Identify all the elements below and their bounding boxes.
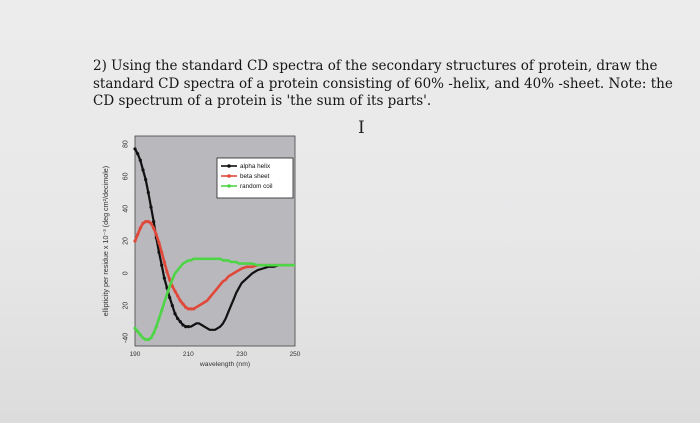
- legend-marker: [227, 164, 231, 168]
- y-axis-label: ellipticity per residue x 10⁻³ (deg cm²/…: [101, 166, 110, 316]
- series-line: [134, 148, 295, 331]
- x-tick-label: 210: [183, 351, 194, 358]
- data-point: [141, 336, 145, 340]
- data-point: [192, 307, 196, 311]
- data-point: [138, 226, 142, 230]
- data-point: [160, 263, 164, 267]
- y-tick-label: -40: [123, 333, 130, 343]
- data-point: [165, 270, 169, 274]
- data-point: [176, 316, 180, 321]
- data-point: [162, 276, 166, 280]
- data-point: [152, 220, 156, 224]
- data-point: [138, 333, 142, 337]
- data-point: [149, 221, 153, 225]
- data-point: [186, 307, 190, 311]
- text-cursor-icon: I: [358, 118, 365, 138]
- y-tick-label: 40: [123, 205, 130, 213]
- legend-entry: random coil: [240, 183, 273, 190]
- y-tick-label: 60: [123, 172, 130, 180]
- data-point: [178, 299, 182, 303]
- series-line: [133, 220, 295, 311]
- series-line: [133, 257, 295, 341]
- data-point: [168, 295, 172, 300]
- legend: alpha helix beta sheet random coil: [216, 157, 294, 199]
- data-point: [173, 312, 177, 316]
- data-point: [133, 326, 137, 330]
- data-point: [149, 336, 153, 340]
- data-point: [141, 221, 145, 225]
- legend-entry: beta sheet: [240, 173, 270, 180]
- x-tick-label: 230: [236, 351, 247, 358]
- data-point: [146, 220, 150, 224]
- x-ticks: 190 210 230 250: [130, 351, 301, 358]
- legend-entry: alpha helix: [240, 163, 271, 170]
- data-point: [186, 325, 190, 329]
- data-point: [157, 316, 161, 321]
- data-point: [178, 320, 182, 324]
- data-point: [168, 278, 172, 282]
- data-point: [160, 250, 164, 254]
- cd-spectra-chart: 80 60 40 20 0 20 -40 190 210 230 250 alpha helix b…: [95, 128, 335, 398]
- data-point: [181, 323, 185, 327]
- data-point: [184, 305, 188, 309]
- data-point: [157, 250, 161, 254]
- legend-marker: [227, 184, 231, 188]
- legend-marker: [227, 174, 231, 178]
- data-point: [138, 158, 142, 162]
- data-point: [152, 226, 156, 230]
- data-point: [149, 205, 153, 209]
- data-point: [154, 232, 158, 237]
- question-line-3: CD spectrum of a protein is 'the sum of …: [93, 93, 432, 109]
- question-text: 2) Using the standard CD spectra of the …: [93, 58, 673, 111]
- data-point: [154, 325, 158, 329]
- data-point: [160, 308, 164, 313]
- data-point: [136, 329, 140, 334]
- data-point: [146, 190, 150, 195]
- data-point: [146, 337, 150, 342]
- y-tick-label: 20: [123, 302, 130, 310]
- data-point: [181, 302, 185, 306]
- x-tick-label: 190: [130, 351, 141, 358]
- question-line-2: standard CD spectra of a protein consist…: [93, 75, 673, 92]
- data-point: [176, 294, 180, 298]
- data-point: [133, 239, 137, 243]
- y-tick-label: 80: [123, 140, 130, 148]
- data-point: [184, 325, 188, 329]
- series-lines: [133, 147, 295, 342]
- chart-svg: 80 60 40 20 0 20 -40 190 210 230 250 alpha helix b…: [101, 135, 301, 368]
- data-point: [170, 304, 174, 308]
- data-point: [144, 337, 148, 342]
- y-tick-label: 0: [123, 271, 130, 275]
- data-point: [189, 307, 193, 311]
- x-tick-label: 250: [290, 351, 301, 358]
- data-point: [144, 220, 148, 224]
- data-point: [157, 241, 161, 245]
- question-line-1: 2) Using the standard CD spectra of the …: [93, 58, 658, 74]
- data-point: [133, 147, 137, 151]
- y-ticks: 80 60 40 20 0 20 -40: [123, 140, 130, 343]
- y-tick-label: 20: [123, 237, 130, 245]
- data-point: [144, 178, 148, 182]
- data-point: [152, 331, 156, 335]
- data-point: [173, 289, 177, 293]
- data-point: [141, 168, 145, 172]
- x-axis-label: wavelength (nm): [199, 361, 250, 368]
- data-point: [136, 232, 140, 237]
- data-point: [136, 152, 140, 156]
- data-point: [162, 260, 166, 264]
- data-point: [170, 284, 174, 288]
